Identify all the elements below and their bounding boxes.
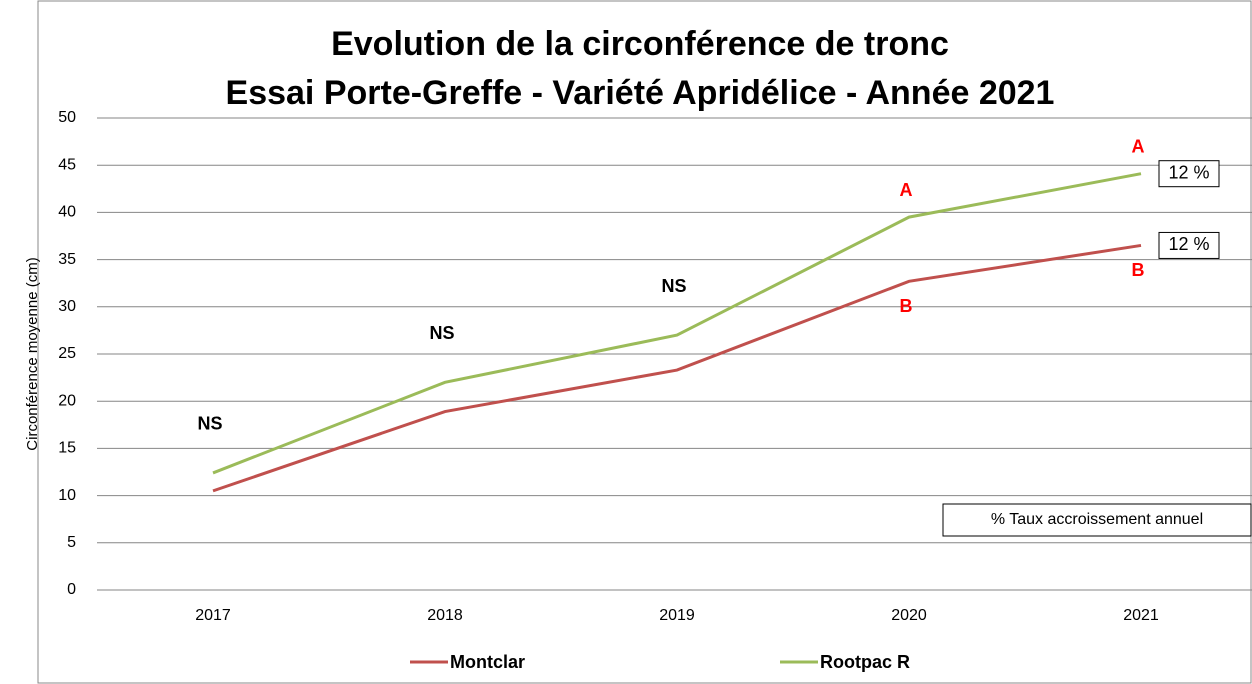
y-tick-label: 50 <box>58 109 76 126</box>
legend-label: Rootpac R <box>820 652 910 672</box>
legend-label: Montclar <box>450 652 525 672</box>
y-tick-label: 20 <box>58 392 76 409</box>
y-tick-label: 40 <box>58 204 76 221</box>
annotation: A <box>900 180 913 200</box>
x-tick-label: 2020 <box>891 607 927 624</box>
y-axis-label: Circonférence moyenne (cm) <box>24 257 41 450</box>
series-line <box>212 243 1142 493</box>
y-tick-label: 5 <box>67 534 76 551</box>
annotation: NS <box>197 414 222 434</box>
chart-title: Evolution de la circonférence de tronc <box>331 25 949 63</box>
y-tick-label: 0 <box>67 581 76 598</box>
annotation: A <box>1132 136 1145 156</box>
y-tick-label: 30 <box>58 298 76 315</box>
x-tick-label: 2019 <box>659 607 695 624</box>
growth-box <box>1158 231 1220 259</box>
x-tick-label: 2017 <box>195 607 231 624</box>
y-tick-label: 35 <box>58 251 76 268</box>
annotation: NS <box>429 323 454 343</box>
note-box <box>942 503 1252 537</box>
annotation: B <box>900 296 913 316</box>
y-tick-label: 45 <box>58 156 76 173</box>
growth-box <box>1158 160 1220 188</box>
series-line <box>212 172 1142 475</box>
y-tick-label: 15 <box>58 440 76 457</box>
annotation: B <box>1132 260 1145 280</box>
growth-label: 12 % <box>1168 234 1209 254</box>
growth-label: 12 % <box>1168 162 1209 182</box>
x-tick-label: 2018 <box>427 607 463 624</box>
note: % Taux accroissement annuel <box>991 511 1203 528</box>
chart-title: Essai Porte-Greffe - Variété Apridélice … <box>226 74 1055 112</box>
x-tick-label: 2021 <box>1123 607 1159 624</box>
chart-frame <box>37 0 1252 684</box>
y-tick-label: 25 <box>58 345 76 362</box>
y-tick-label: 10 <box>58 487 76 504</box>
annotation: NS <box>661 276 686 296</box>
